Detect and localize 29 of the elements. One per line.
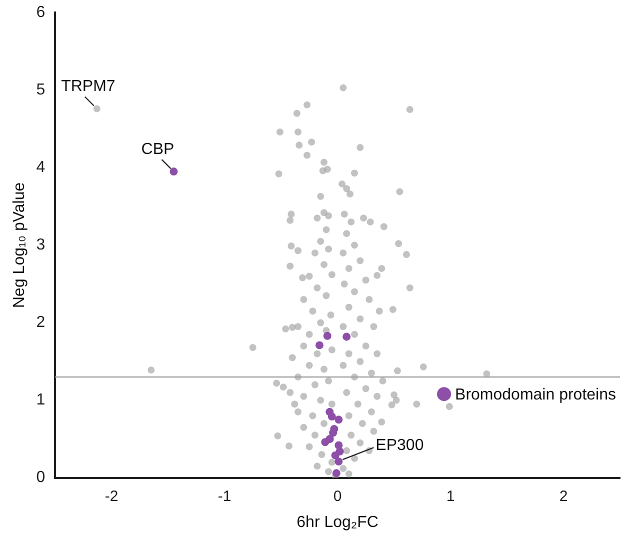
y-tick-label: 3 (36, 236, 46, 254)
point (170, 168, 178, 176)
x-tick-label: -1 (218, 488, 232, 505)
y-tick-label: 2 (36, 314, 46, 332)
x-axis-title: 6hr Log₂FC (296, 514, 378, 531)
annotation: CBP (141, 140, 174, 158)
x-tick-label: 2 (559, 488, 568, 505)
point (323, 332, 332, 340)
point (329, 428, 338, 437)
point (328, 412, 336, 421)
annotation: TRPM7 (61, 78, 116, 96)
y-tick-label: 6 (36, 4, 46, 22)
y-tick-label: 5 (36, 82, 46, 99)
point (334, 416, 343, 424)
point (342, 332, 351, 341)
point (334, 458, 343, 466)
legend-label: Bromodomain proteins (455, 386, 616, 404)
y-axis-title: Neg Log₁₀ pValue (11, 182, 28, 308)
point (321, 438, 330, 446)
x-tick-label: 1 (446, 488, 455, 505)
point (332, 469, 340, 478)
x-tick-label: -2 (104, 488, 118, 505)
annotation: EP300 (376, 436, 424, 454)
y-tick-label: 4 (36, 159, 46, 176)
point (315, 341, 324, 350)
point (331, 451, 340, 460)
y-tick-label: 0 (36, 469, 46, 486)
x-tick-label: 0 (333, 488, 342, 505)
y-tick-label: 1 (36, 392, 46, 409)
